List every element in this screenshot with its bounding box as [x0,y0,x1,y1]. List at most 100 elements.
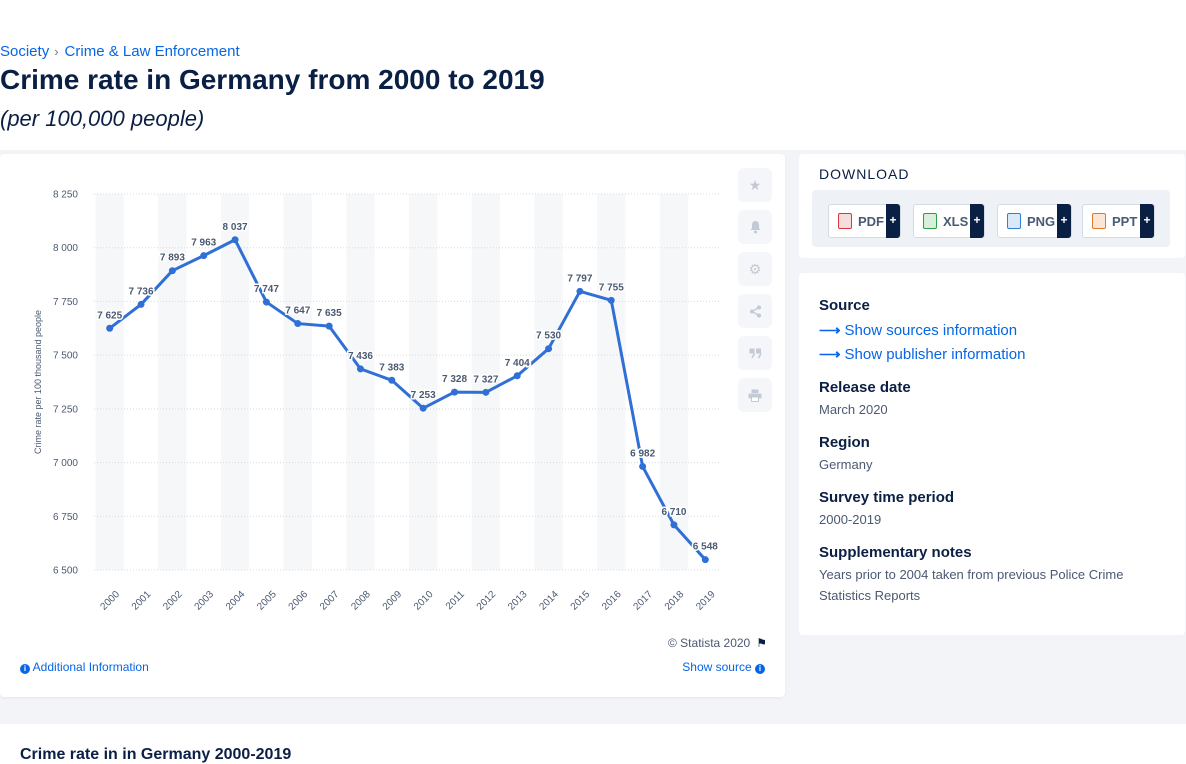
data-point [200,252,208,260]
y-tick-label: 7 750 [53,297,78,308]
chart-tools: ★ ⚙ [738,168,772,420]
data-point [451,388,459,396]
data-label: 7 328 [442,374,467,385]
y-tick-label: 7 500 [53,351,78,362]
copyright: © Statista 2020 ⚑ [668,636,767,650]
y-tick-label: 7 000 [53,458,78,469]
breadcrumb: Society › Crime & Law Enforcement [0,43,240,60]
x-tick-label: 2004 [224,589,248,613]
data-label: 7 530 [536,331,561,342]
data-point [513,372,521,380]
release-date-heading: Release date [819,379,911,396]
png-label: PNG [1027,213,1056,229]
data-point [388,376,396,384]
x-tick-label: 2009 [381,589,405,613]
show-sources-link[interactable]: ⟶ Show sources information [819,321,1017,339]
supplementary-notes-value: Years prior to 2004 taken from previous … [819,567,1124,603]
column-band [471,194,500,570]
region-value: Germany [819,457,873,472]
data-label: 7 893 [160,253,185,264]
additional-info-link[interactable]: i Additional Information [20,660,149,674]
data-label: 7 747 [254,284,279,295]
data-label: 8 037 [223,222,248,233]
download-xls-button[interactable]: XLS + [913,204,985,238]
data-label: 7 963 [191,238,216,249]
ppt-label: PPT [1112,213,1138,229]
data-label: 7 755 [599,282,624,293]
copyright-text: © Statista 2020 [668,636,751,650]
data-label: 7 625 [97,310,122,321]
breadcrumb-society[interactable]: Society [0,43,50,60]
plus-icon: + [886,204,900,238]
settings-button[interactable]: ⚙ [738,252,772,286]
notification-button[interactable] [738,210,772,244]
plus-icon: + [1140,204,1154,238]
arrow-right-icon: ⟶ [819,322,841,339]
data-label: 6 982 [630,448,655,459]
x-tick-label: 2005 [255,589,279,613]
x-tick-label: 2008 [349,589,373,613]
survey-period-heading: Survey time period [819,489,955,506]
data-point [576,287,584,295]
show-publisher-link[interactable]: ⟶ Show publisher information [819,345,1025,363]
data-point [325,322,333,330]
download-pdf-button[interactable]: PDF + [828,204,901,238]
x-tick-label: 2007 [318,589,342,613]
flag-icon[interactable]: ⚑ [756,636,767,650]
gear-icon: ⚙ [748,260,762,277]
data-point [545,345,553,353]
x-tick-label: 2012 [475,589,499,613]
download-card: DOWNLOAD PDF + XLS + PNG + PPT + [799,154,1185,258]
data-label: 6 548 [693,542,718,553]
supplementary-notes-heading: Supplementary notes [819,544,972,561]
data-point [168,267,176,275]
arrow-right-icon: ⟶ [819,346,841,363]
data-point [137,300,145,308]
release-date-value: March 2020 [819,402,888,417]
data-point [419,404,427,412]
x-tick-label: 2017 [631,589,655,613]
additional-info-label: Additional Information [32,660,149,674]
cite-button[interactable] [738,336,772,370]
quote-icon [749,348,762,358]
y-axis-label: Crime rate per 100 thousand people [33,310,43,454]
page-title: Crime rate in Germany from 2000 to 2019 [0,64,545,95]
print-button[interactable] [738,378,772,412]
data-label: 6 710 [661,507,686,518]
plus-icon: + [1057,204,1071,238]
favorite-button[interactable]: ★ [738,168,772,202]
data-point [607,296,615,304]
breadcrumb-crime-law[interactable]: Crime & Law Enforcement [64,43,240,60]
line-chart: 6 500 6 750 7 000 7 250 7 500 7 750 8 000 8 250… [33,190,721,613]
column-band [409,194,438,570]
x-tick-label: 2006 [287,589,311,613]
page-header: Society › Crime & Law Enforcement Crime ra… [0,0,1186,150]
x-tick-label: 2011 [444,589,467,612]
x-tick-label: 2000 [99,589,123,613]
series-line [108,238,707,561]
data-label: 7 736 [129,286,154,297]
data-label: 7 327 [473,374,498,385]
x-tick-label: 2014 [537,589,561,613]
pdf-file-icon [838,213,852,229]
pdf-label: PDF [858,213,884,229]
survey-period-value: 2000-2019 [819,512,882,527]
star-icon: ★ [748,176,762,193]
data-label: 7 404 [505,358,530,369]
data-point [701,556,709,564]
column-band [346,194,375,570]
show-source-link[interactable]: Show source i [682,660,765,674]
share-button[interactable] [738,294,772,328]
download-png-button[interactable]: PNG + [997,204,1072,238]
data-label: 7 635 [317,308,342,319]
x-tick-label: 2018 [663,589,687,613]
y-tick-label: 6 750 [53,512,78,523]
download-ppt-button[interactable]: PPT + [1082,204,1155,238]
bottom-section: Crime rate in in Germany 2000-2019 [0,724,1186,764]
x-tick-label: 2001 [130,589,154,613]
column-band [283,194,312,570]
xls-label: XLS [943,213,969,229]
data-label: 7 797 [567,273,592,284]
download-bar: PDF + XLS + PNG + PPT + [812,190,1170,247]
data-point [482,388,490,396]
